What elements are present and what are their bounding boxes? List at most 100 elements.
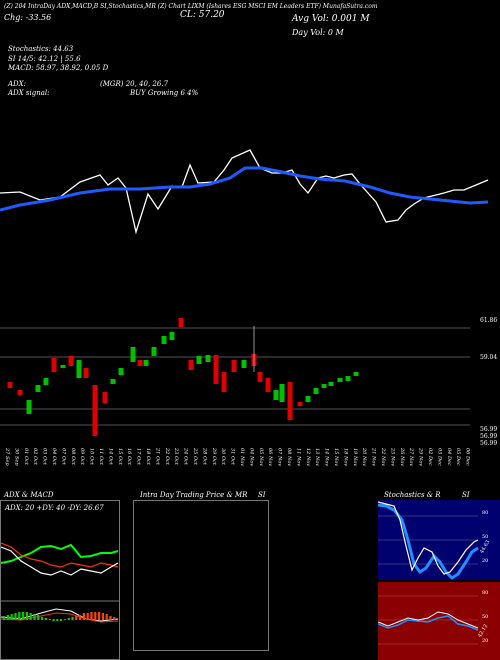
date-tick: 08 Oct bbox=[70, 448, 76, 466]
date-tick: 09 Oct bbox=[79, 448, 85, 466]
candle bbox=[273, 390, 279, 400]
stochastics-label: Stochastics: 44.63 bbox=[8, 45, 74, 53]
date-tick: 03 Oct bbox=[42, 448, 48, 466]
date-tick: 28 Oct bbox=[201, 447, 207, 466]
main-chart: 27 Sep 30 Sep 01 Oct 02 Oct 03 Oct 04 Oct 07 O… bbox=[0, 149, 489, 466]
candle bbox=[137, 360, 143, 366]
candlesticks bbox=[7, 318, 359, 436]
avg-volume-label: Avg Vol: 0.001 M bbox=[292, 14, 370, 24]
candle bbox=[321, 384, 327, 388]
candle bbox=[188, 360, 194, 370]
candle bbox=[241, 360, 247, 368]
date-tick: 30 Oct bbox=[220, 448, 226, 466]
price-tick: 59.04 bbox=[480, 354, 498, 361]
stoch-tick: 50 bbox=[482, 534, 489, 540]
date-tick: 29 Nov bbox=[418, 447, 424, 466]
stoch-tick: 80 bbox=[482, 510, 489, 516]
date-tick: 11 Oct bbox=[98, 448, 104, 466]
candle bbox=[279, 384, 285, 402]
date-tick: 29 Oct bbox=[211, 447, 217, 466]
candle bbox=[328, 382, 334, 386]
date-tick: 20 Nov bbox=[361, 447, 367, 466]
candle bbox=[353, 372, 359, 376]
candle bbox=[143, 360, 149, 366]
macd-bar bbox=[18, 612, 21, 620]
candle bbox=[287, 382, 293, 420]
stoch-si-label: SI bbox=[462, 491, 470, 499]
macd-bar bbox=[113, 617, 116, 620]
change-label: Chg: -33.56 bbox=[4, 13, 52, 22]
macd-bar bbox=[90, 612, 93, 620]
date-tick: 05 Nov bbox=[258, 448, 264, 466]
macd-bar bbox=[56, 619, 59, 621]
macd-bar bbox=[44, 618, 47, 620]
macd-bar bbox=[101, 613, 104, 620]
si-label: SI 14/5: 42.12 | 55.6 bbox=[8, 55, 81, 63]
date-tick: 13 Nov bbox=[314, 448, 320, 466]
candle bbox=[118, 368, 124, 375]
candle bbox=[35, 385, 41, 392]
candle bbox=[196, 356, 202, 364]
candle bbox=[178, 318, 184, 327]
adx-values: ADX: 20 +DY: 40 -DY: 26.67 bbox=[5, 504, 104, 512]
rsi-tick: 50 bbox=[482, 614, 489, 620]
stoch-svg bbox=[378, 500, 500, 660]
macd-label: MACD: 58.97, 38.92, 0.05 D bbox=[8, 64, 109, 72]
day-volume-label: Day Vol: 0 M bbox=[292, 28, 344, 37]
macd-bar bbox=[94, 612, 97, 620]
adx-pane: ADX: 20 +DY: 40 -DY: 26.67 bbox=[0, 500, 120, 660]
candle bbox=[43, 378, 49, 385]
candle bbox=[102, 392, 108, 403]
date-tick: 27 Nov bbox=[408, 447, 414, 466]
candle bbox=[151, 347, 157, 356]
macd-bar bbox=[52, 619, 55, 621]
candle bbox=[305, 396, 311, 402]
candle bbox=[205, 355, 211, 362]
macd-bar bbox=[86, 613, 89, 620]
intraday-si-label: SI bbox=[258, 491, 266, 499]
candle bbox=[60, 365, 66, 368]
candle bbox=[92, 385, 98, 436]
date-tick: 01 Nov bbox=[239, 448, 245, 466]
intraday-pane-title: Intra Day Trading Price & MR bbox=[140, 491, 248, 499]
price-tick: 56.99 bbox=[480, 426, 498, 433]
date-tick: 18 Oct bbox=[145, 448, 151, 466]
rsi-tick: 20 bbox=[482, 638, 489, 644]
date-tick: 27 Sep bbox=[4, 447, 10, 466]
macd-bar bbox=[41, 617, 44, 620]
macd-bar bbox=[22, 612, 25, 620]
candle bbox=[83, 368, 89, 378]
candle bbox=[76, 360, 82, 378]
header-line: (Z) 204 IntraDay ADX,MACD,B SI,Stochasti… bbox=[4, 3, 378, 10]
date-tick: 04 Oct bbox=[51, 448, 57, 466]
date-tick: 18 Nov bbox=[342, 448, 348, 466]
candle bbox=[265, 378, 271, 392]
date-tick: 02 Dec bbox=[427, 448, 433, 466]
macd-bar bbox=[71, 617, 74, 620]
date-tick: 08 Nov bbox=[286, 448, 292, 466]
date-tick: 04 Dec bbox=[446, 448, 452, 466]
macd-bar bbox=[109, 616, 112, 620]
macd-bar bbox=[105, 614, 108, 620]
candle bbox=[17, 390, 23, 395]
macd-bar bbox=[25, 612, 28, 620]
macd-bar bbox=[3, 616, 6, 620]
date-tick: 21 Oct bbox=[154, 447, 160, 466]
date-tick: 06 Dec bbox=[465, 448, 471, 466]
macd-bar bbox=[98, 612, 101, 620]
macd-bar bbox=[29, 613, 32, 620]
macd-bar bbox=[33, 614, 36, 620]
stoch-pane-title: Stochastics & R bbox=[384, 491, 441, 499]
date-tick: 19 Nov bbox=[352, 448, 358, 466]
macd-bar bbox=[6, 615, 9, 620]
macd-bar bbox=[79, 615, 82, 620]
date-tick: 12 Nov bbox=[305, 448, 311, 466]
candle bbox=[337, 378, 343, 382]
candle bbox=[26, 400, 32, 414]
macd-bar bbox=[82, 613, 85, 620]
date-tick: 30 Sep bbox=[13, 448, 19, 466]
date-tick: 03 Dec bbox=[436, 448, 442, 466]
price-tick: 61.86 bbox=[480, 317, 498, 324]
date-tick: 05 Dec bbox=[455, 448, 461, 466]
date-tick: 04 Nov bbox=[248, 448, 254, 466]
